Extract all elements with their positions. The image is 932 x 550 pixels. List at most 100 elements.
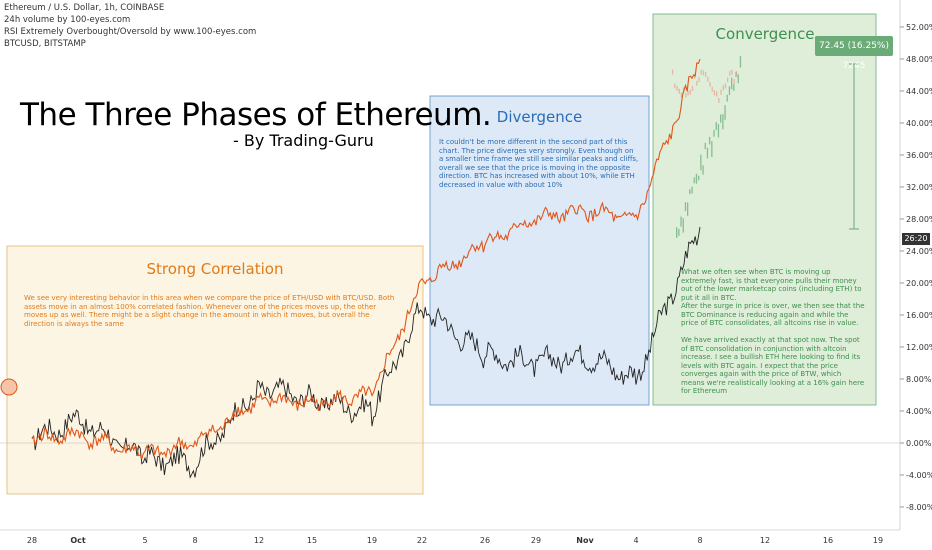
indicator-btc: BTCUSD, BITSTAMP [4, 39, 86, 49]
projection-candle [722, 85, 724, 91]
y-tick-label: 4.00% [906, 407, 932, 416]
x-tick-label: 4 [633, 536, 638, 545]
y-tick-label: -8.00% [906, 503, 932, 512]
y-tick-label: 8.00% [906, 375, 932, 384]
x-tick-label: 8 [192, 536, 197, 545]
x-tick-label: 16 [823, 536, 833, 545]
projection-candle [676, 227, 678, 238]
x-tick-label: 28 [27, 536, 37, 545]
symbol-line: Ethereum / U.S. Dollar, 1h, COINBASE [4, 3, 165, 13]
x-axis: 28 Oct 5 8 12 15 19 22 26 29 Nov 4 8 12 16 19 [27, 536, 883, 545]
x-tick-label: 19 [873, 536, 883, 545]
projection-candle [737, 74, 739, 84]
y-tick-label: 40.00% [906, 119, 932, 128]
author-byline: - By Trading-Guru [233, 131, 374, 150]
btc-series-line [31, 226, 701, 479]
x-tick-label: Oct [70, 536, 86, 545]
projection-candle [705, 72, 707, 78]
x-tick-label: Nov [576, 536, 594, 545]
projection-candle [694, 73, 696, 79]
x-tick-label: 22 [417, 536, 427, 545]
projection-candle [702, 165, 704, 175]
measure-badge: 72.45 (16.25%) 7245 [815, 36, 893, 71]
divergence-text: It couldn't be more different in the sec… [439, 138, 639, 189]
y-tick-label: 12.00% [906, 343, 932, 352]
projection-candle [691, 85, 694, 91]
projection-candle [726, 94, 728, 102]
projection-candle [698, 77, 700, 83]
indicator-rsi: RSI Extremely Overbought/Oversold by www… [4, 27, 257, 37]
x-tick-label: 12 [254, 536, 264, 545]
projection-candle [713, 90, 716, 96]
projection-candle [733, 84, 735, 91]
projection-candle [682, 218, 684, 233]
projection-candle [729, 70, 731, 76]
projection-candle [739, 55, 742, 68]
x-tick-label: 5 [142, 536, 147, 545]
projection-candle [689, 189, 691, 195]
projection-candle [700, 154, 702, 171]
projection-candle [728, 86, 731, 96]
projection-candle [693, 177, 695, 184]
x-tick-label: 19 [367, 536, 377, 545]
divergence-zone [429, 95, 650, 406]
convergence-text-2: After the surge in price is over, we the… [681, 302, 865, 327]
projection-candle [731, 69, 733, 75]
projection-candle [696, 80, 698, 86]
projection-candle [724, 83, 727, 89]
projection-candle [687, 90, 689, 96]
projection-candle [678, 88, 680, 94]
x-tick-label: 8 [697, 536, 702, 545]
y-tick-label: 36.00% [906, 151, 932, 160]
y-tick-label: 16.00% [906, 311, 932, 320]
projection-candle [685, 92, 687, 98]
projection-candle [680, 92, 683, 98]
convergence-text-3: We have arrived exactly at that spot now… [681, 336, 865, 395]
projection-candle [691, 186, 693, 194]
projection-candle [672, 69, 674, 75]
y-tick-label: 20.00% [906, 279, 932, 288]
projection-candle [711, 141, 713, 158]
convergence-title: Convergence [715, 25, 815, 43]
eth-series-line [31, 58, 701, 461]
y-axis: 52.00% 48.00% 44.00% 40.00% 36.00% 32.00% 28.0… [900, 23, 932, 512]
divergence-title: Divergence [496, 108, 583, 126]
x-tick-label: 26 [480, 536, 490, 545]
projection-candle [680, 216, 682, 227]
projection-candle [676, 85, 678, 91]
projection-candle [689, 89, 691, 95]
projection-candle [716, 91, 718, 97]
y-tick-label: 24.00% [906, 247, 932, 256]
projection-candle [709, 136, 711, 145]
indicator-volume: 24h volume by 100-eyes.com [4, 15, 131, 25]
projection-candle [678, 228, 680, 236]
projection-candle [727, 77, 729, 83]
convergence-text-1: What we often see when BTC is moving up … [681, 268, 862, 302]
x-tick-label: 15 [307, 536, 317, 545]
y-tick-label: 44.00% [906, 87, 932, 96]
projection-candle [722, 114, 724, 130]
y-tick-label: 28.00% [906, 215, 932, 224]
y-tick-label: 0.00% [906, 439, 932, 448]
projection-candle [731, 77, 733, 90]
x-tick-label: 12 [760, 536, 770, 545]
convergence-zone [652, 13, 877, 406]
y-tick-label: 32.00% [906, 183, 932, 192]
projection-candle [704, 142, 706, 150]
projection-candle [700, 69, 702, 75]
drag-handle[interactable] [0, 378, 18, 396]
strong-correlation-zone [6, 245, 424, 495]
projection-candle [711, 86, 713, 92]
strong-correlation-text: We see very interesting behavior in this… [24, 294, 395, 328]
projection-candle [674, 83, 676, 89]
measure-line [849, 63, 859, 230]
projection-candle [702, 70, 705, 76]
projection-candle [717, 124, 720, 138]
y-tick-label: -4.00% [906, 471, 932, 480]
y-tick-label: 52.00% [906, 23, 932, 32]
projection-candle [720, 114, 722, 123]
projection-candle [687, 202, 689, 216]
projection-candle [718, 97, 720, 103]
projection-candle [684, 202, 687, 212]
projection-candle [733, 79, 735, 85]
